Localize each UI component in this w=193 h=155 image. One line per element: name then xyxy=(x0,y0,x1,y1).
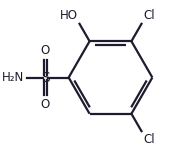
Text: Cl: Cl xyxy=(143,133,155,146)
Text: HO: HO xyxy=(60,9,78,22)
Text: O: O xyxy=(41,44,50,57)
Text: Cl: Cl xyxy=(143,9,155,22)
Text: O: O xyxy=(41,98,50,111)
Text: S: S xyxy=(41,71,50,84)
Text: H₂N: H₂N xyxy=(2,71,25,84)
